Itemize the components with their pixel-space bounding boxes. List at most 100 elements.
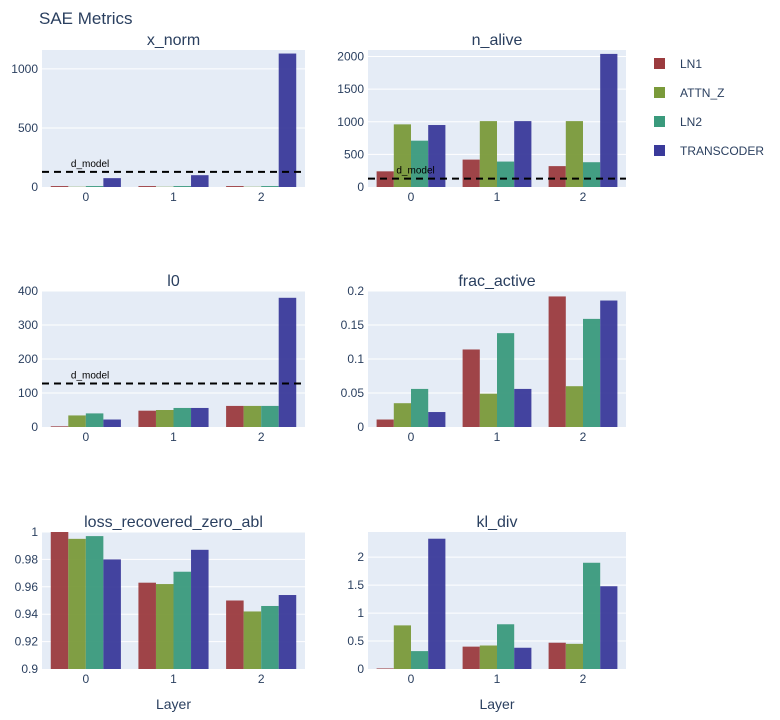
subplot-x-norm: 0 500 1000 0 1 2 d_model x_norm: [11, 32, 305, 204]
bar-l0-ln2-layer-2: [261, 405, 279, 427]
y-tick-label: 0.94: [15, 607, 39, 621]
bar-frac-active-attn-z-layer-0: [393, 403, 411, 427]
bar-frac-active-transcoder-layer-1: [514, 388, 532, 427]
legend-item-transcoder[interactable]: TRANSCODER: [654, 144, 764, 158]
x-tick-label: 1: [170, 190, 177, 204]
bar-loss-recovered-zero-abl-transcoder-layer-1: [191, 549, 209, 669]
bar-l0-attn-z-layer-2: [243, 405, 262, 427]
legend-swatch: [654, 116, 665, 127]
reference-line-label: d_model: [71, 159, 109, 170]
bar-n-alive-attn-z-layer-0: [393, 124, 411, 187]
y-tick-label: 0.5: [347, 634, 364, 648]
legend-item-attn-z[interactable]: ATTN_Z: [654, 86, 724, 100]
legend-swatch: [654, 145, 665, 156]
y-tick-label: 1.5: [347, 578, 364, 592]
y-tick-label: 0: [31, 180, 38, 194]
bar-frac-active-transcoder-layer-0: [428, 412, 446, 427]
y-tick-label: 0.15: [341, 318, 365, 332]
y-tick-label: 1000: [11, 62, 38, 76]
bar-loss-recovered-zero-abl-attn-z-layer-1: [155, 584, 174, 669]
bar-frac-active-ln2-layer-2: [583, 318, 601, 427]
bar-loss-recovered-zero-abl-transcoder-layer-0: [103, 559, 121, 669]
bar-l0-ln2-layer-0: [85, 413, 104, 427]
bar-kl-div-ln2-layer-2: [583, 562, 601, 669]
figure-title: SAE Metrics: [39, 9, 133, 28]
x-tick-label: 0: [82, 430, 89, 444]
bar-loss-recovered-zero-abl-ln2-layer-0: [85, 536, 104, 669]
x-tick-label: 1: [494, 672, 501, 686]
subplot-title: n_alive: [472, 32, 523, 49]
y-tick-label: 400: [18, 284, 38, 298]
y-tick-label: 0.96: [15, 580, 39, 594]
bar-n-alive-transcoder-layer-0: [428, 125, 446, 187]
legend-label: TRANSCODER: [680, 144, 764, 158]
x-tick-label: 0: [408, 672, 415, 686]
x-axis-label: Layer: [156, 696, 191, 712]
bar-frac-active-ln1-layer-2: [548, 296, 566, 427]
legend-item-ln2[interactable]: LN2: [654, 115, 702, 129]
reference-line-label: d_model: [396, 166, 434, 177]
subplot-n-alive: 0 500 1000 1500 2000 0 1 2 d_model n_alive: [337, 32, 626, 204]
y-tick-label: 200: [18, 352, 38, 366]
legend-swatch: [654, 87, 665, 98]
y-tick-label: 100: [18, 386, 38, 400]
y-tick-label: 0: [31, 420, 38, 434]
bar-frac-active-ln1-layer-1: [462, 349, 480, 427]
x-tick-label: 1: [170, 672, 177, 686]
bar-x-norm-transcoder-layer-0: [103, 178, 121, 187]
bar-n-alive-ln1-layer-1: [462, 159, 480, 187]
y-tick-label: 300: [18, 318, 38, 332]
bar-x-norm-transcoder-layer-2: [278, 53, 297, 187]
reference-line-label: d_model: [71, 370, 109, 381]
y-tick-label: 0.2: [347, 284, 364, 298]
x-tick-label: 2: [258, 672, 265, 686]
y-tick-label: 0.9: [21, 662, 38, 676]
bar-frac-active-ln1-layer-0: [376, 419, 394, 427]
subplot-l0: 0 100 200 300 400 0 1 2 d_model l0: [18, 273, 305, 444]
bar-kl-div-ln1-layer-0: [376, 668, 394, 669]
bar-l0-ln1-layer-2: [226, 405, 244, 427]
x-tick-label: 0: [82, 672, 89, 686]
bar-n-alive-ln2-layer-0: [411, 140, 429, 187]
plot-area: [42, 50, 305, 187]
y-tick-label: 0.98: [15, 552, 39, 566]
bar-kl-div-ln1-layer-2: [548, 642, 566, 669]
bar-n-alive-attn-z-layer-2: [565, 121, 583, 187]
legend-swatch: [654, 58, 665, 69]
x-tick-label: 1: [494, 190, 501, 204]
bar-x-norm-ln1-layer-0: [50, 186, 69, 187]
bar-frac-active-ln2-layer-1: [497, 333, 515, 427]
bar-kl-div-ln2-layer-0: [411, 651, 429, 669]
x-tick-label: 2: [580, 672, 587, 686]
bar-l0-transcoder-layer-0: [103, 419, 121, 427]
bar-x-norm-ln1-layer-2: [226, 186, 244, 187]
bar-frac-active-ln2-layer-0: [411, 388, 429, 427]
x-tick-label: 2: [580, 430, 587, 444]
legend-label: LN2: [680, 115, 702, 129]
bar-loss-recovered-zero-abl-attn-z-layer-2: [243, 611, 262, 669]
bar-kl-div-attn-z-layer-0: [393, 625, 411, 669]
bar-kl-div-attn-z-layer-1: [479, 645, 497, 669]
y-tick-label: 1000: [337, 115, 364, 129]
legend-item-ln1[interactable]: LN1: [654, 57, 702, 71]
y-tick-label: 0: [357, 180, 364, 194]
bar-kl-div-transcoder-layer-1: [514, 647, 532, 669]
bar-x-norm-ln2-layer-0: [85, 186, 104, 187]
bar-loss-recovered-zero-abl-transcoder-layer-2: [278, 595, 297, 669]
y-tick-label: 1: [357, 606, 364, 620]
y-tick-label: 1: [31, 525, 38, 539]
subplot-title: l0: [167, 273, 180, 290]
legend-label: ATTN_Z: [680, 86, 724, 100]
x-axis-label: Layer: [479, 696, 514, 712]
bar-loss-recovered-zero-abl-ln2-layer-2: [261, 605, 279, 669]
bar-x-norm-ln2-layer-2: [261, 186, 279, 187]
bar-kl-div-ln2-layer-1: [497, 624, 515, 669]
y-tick-label: 500: [18, 121, 38, 135]
bar-kl-div-attn-z-layer-2: [565, 643, 583, 669]
bar-kl-div-transcoder-layer-2: [600, 586, 618, 669]
y-tick-label: 0.05: [341, 386, 365, 400]
bar-x-norm-ln2-layer-1: [173, 186, 192, 187]
x-tick-label: 0: [408, 190, 415, 204]
y-tick-label: 1500: [337, 82, 364, 96]
x-tick-label: 0: [408, 430, 415, 444]
